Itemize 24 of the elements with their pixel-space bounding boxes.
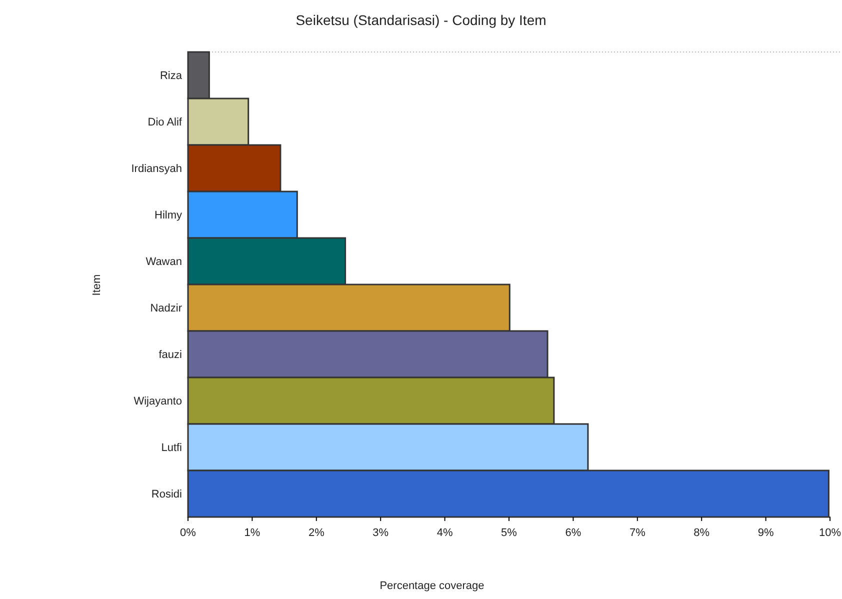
x-tick-label: 0%	[180, 527, 196, 540]
y-tick-label: Hilmy	[154, 209, 182, 222]
x-tick-label: 8%	[694, 527, 710, 540]
x-tick-label: 5%	[501, 527, 518, 540]
y-tick-label: Nadzir	[150, 302, 182, 314]
x-tick-label: 6%	[565, 527, 582, 540]
chart-title: Seiketsu (Standarisasi) - Coding by Item	[296, 12, 546, 28]
y-axis-title: Item	[91, 274, 103, 296]
x-axis-title: Percentage coverage	[380, 580, 484, 592]
y-tick-label: Wijayanto	[134, 395, 182, 408]
x-tick-label: 7%	[629, 527, 646, 540]
x-tick-label: 2%	[308, 527, 325, 540]
x-tick-label: 3%	[372, 527, 389, 540]
x-tick-label: 4%	[436, 527, 453, 540]
x-tick-label: 10%	[818, 527, 842, 540]
y-tick-label: Lutfi	[161, 442, 182, 454]
y-tick-label: Irdiansyah	[131, 162, 182, 175]
y-tick-label: Rosidi	[151, 488, 182, 500]
y-tick-label: Dio Alif	[148, 116, 183, 128]
y-tick-label: fauzi	[158, 348, 182, 361]
y-tick-label: Wawan	[146, 256, 182, 268]
x-tick-label: 9%	[758, 527, 774, 540]
y-tick-label: Riza	[160, 70, 183, 82]
x-tick-label: 1%	[244, 527, 260, 540]
